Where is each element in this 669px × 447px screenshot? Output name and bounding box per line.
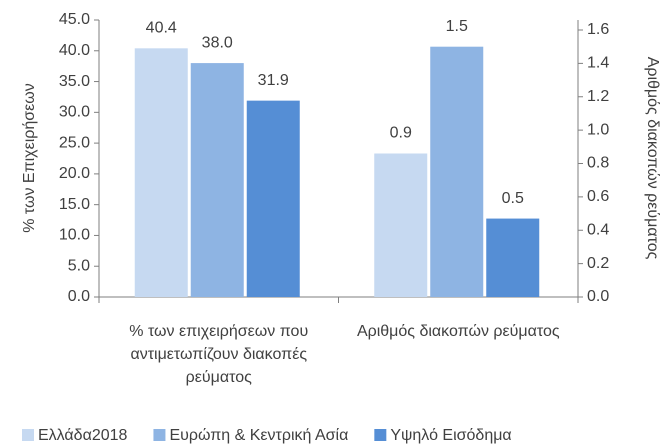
bar (486, 218, 540, 297)
y-tick-label: 45.0 (59, 11, 90, 28)
x-tick-label: % των επιχειρήσεων που αντιμετωπίζουν δι… (129, 323, 309, 386)
bar (190, 63, 244, 297)
legend-label: Ευρώπη & Κεντρική Ασία (169, 427, 348, 444)
y-tick-label: 0.0 (68, 288, 90, 305)
bar (374, 153, 428, 297)
y2-tick-label: 0.0 (587, 288, 609, 305)
y2-axis-label: Αριθμός διακοπών ρεύματος (644, 57, 661, 260)
y2-tick-label: 1.2 (587, 88, 609, 105)
value-label: 0.9 (390, 125, 412, 142)
y-tick-label: 20.0 (59, 165, 90, 182)
y2-tick-label: 1.4 (587, 55, 609, 72)
bar (134, 48, 188, 298)
y-tick-label: 35.0 (59, 73, 90, 90)
y2-tick-label: 0.8 (587, 155, 609, 172)
y-tick-label: 40.0 (59, 42, 90, 59)
y-tick-label: 15.0 (59, 196, 90, 213)
legend-swatch (374, 429, 387, 441)
y-axis-label: % των Επιχειρήσεων (21, 83, 38, 233)
value-label: 1.5 (446, 18, 468, 35)
y2-tick-label: 0.6 (587, 188, 609, 205)
legend-label: Υψηλό Εισόδημα (390, 427, 511, 444)
legend-label: Ελλάδα2018 (38, 427, 128, 444)
y-tick-label: 25.0 (59, 134, 90, 151)
y2-tick-label: 1.0 (587, 121, 609, 138)
value-label: 0.5 (502, 190, 524, 207)
legend-swatch (22, 429, 34, 441)
value-label: 38.0 (202, 34, 233, 51)
legend-swatch (153, 429, 166, 441)
y2-tick-label: 0.2 (587, 255, 609, 272)
bar (246, 100, 300, 297)
value-label: 31.9 (258, 72, 289, 89)
value-label: 40.4 (146, 20, 177, 37)
bar (430, 46, 484, 298)
y-tick-label: 5.0 (68, 257, 90, 274)
x-tick-label: Αριθμός διακοπών ρεύματος (356, 323, 560, 340)
y-tick-label: 30.0 (59, 104, 90, 121)
y2-tick-label: 0.4 (587, 221, 609, 238)
y2-tick-label: 1.6 (587, 21, 609, 38)
y-tick-label: 10.0 (59, 227, 90, 244)
